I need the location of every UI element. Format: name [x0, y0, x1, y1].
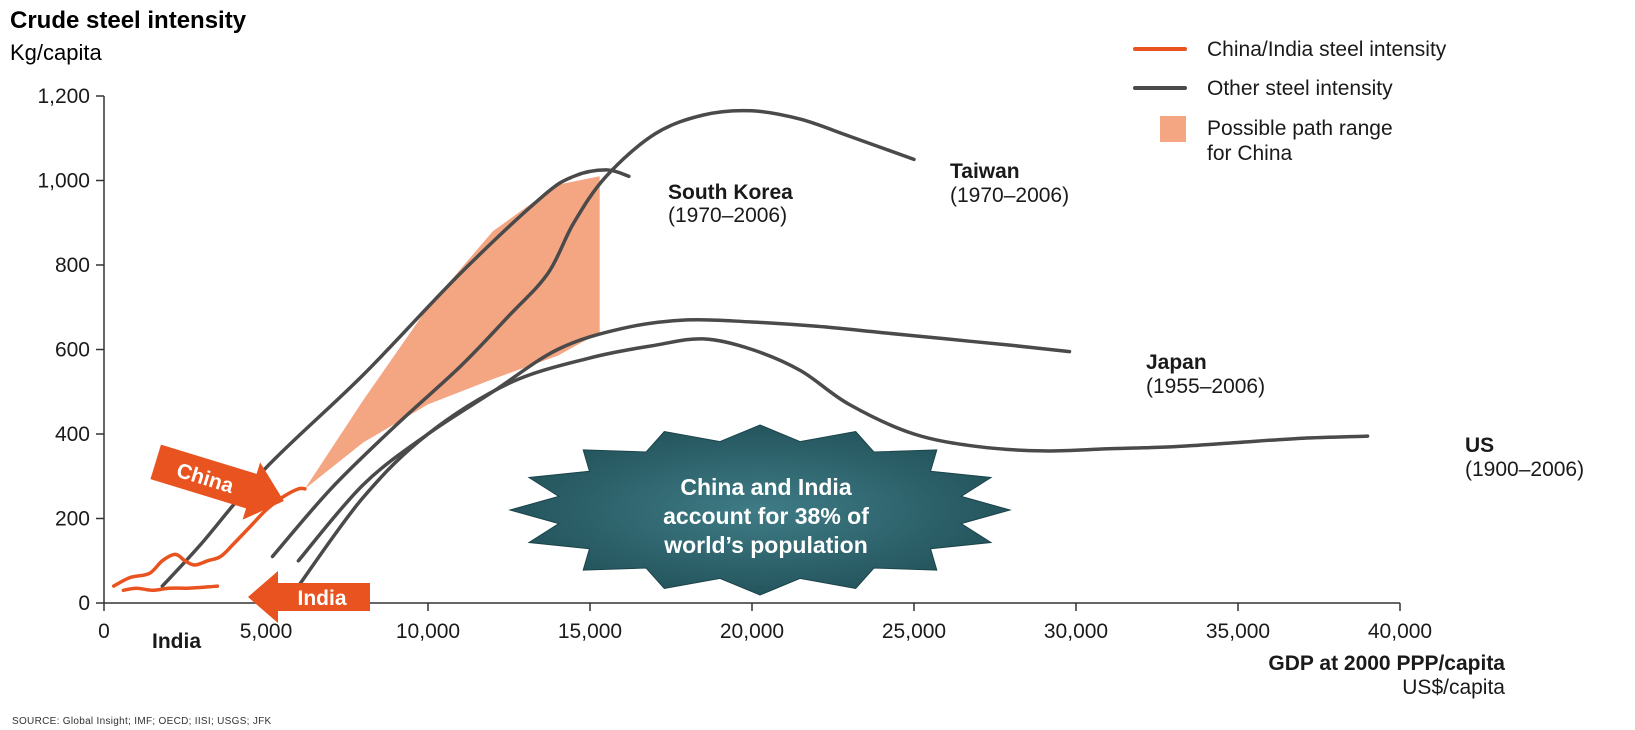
population-callout: China and India account for 38% of world…: [508, 424, 1012, 596]
range-area-china: [304, 176, 600, 489]
callout-line-3: world’s population: [663, 532, 868, 558]
annotation-south-korea: South Korea: [668, 181, 793, 204]
callout-line-1: China and India: [680, 474, 851, 500]
y-tick-label: 600: [55, 339, 90, 362]
legend-label-other: Other steel intensity: [1207, 77, 1393, 100]
y-tick-label: 200: [55, 508, 90, 531]
x-tick-label: 30,000: [1044, 620, 1108, 643]
india-arrow: India: [248, 571, 370, 623]
x-tick-label: 15,000: [558, 620, 622, 643]
tick-layer: 0 200 400 600 800 1,000 1,200 0 5,000 10,000 15,00…: [37, 85, 1432, 643]
legend: China/India steel intensity Other steel …: [1133, 38, 1447, 165]
y-tick-label: 800: [55, 254, 90, 277]
callout-line-2: account for 38% of: [663, 503, 869, 529]
series-line-taiwan: [270, 108, 916, 559]
legend-swatch-range: [1160, 116, 1186, 142]
series-line-us: [296, 337, 1370, 588]
x-tick-label: 35,000: [1206, 620, 1270, 643]
x-tick-label: 5,000: [240, 620, 293, 643]
annotation-taiwan-period: (1970–2006): [950, 184, 1069, 207]
annotation-us: US: [1465, 434, 1494, 457]
annotation-japan-period: (1955–2006): [1146, 375, 1265, 398]
x-tick-label: 40,000: [1368, 620, 1432, 643]
series-line-india: [121, 584, 220, 593]
series-layer: [111, 108, 1370, 593]
y-tick-label: 400: [55, 423, 90, 446]
india-arrow-label: India: [297, 587, 346, 610]
y-axis-label: Kg/capita: [10, 40, 102, 65]
range-area-layer: [304, 176, 600, 489]
y-tick-label: 1,200: [37, 85, 90, 108]
legend-label-china-india: China/India steel intensity: [1207, 38, 1447, 61]
chart-title: Crude steel intensity: [10, 7, 247, 34]
series-line-south-korea: [160, 168, 631, 588]
legend-label-range-1: Possible path range: [1207, 117, 1393, 140]
annotation-japan: Japan: [1146, 351, 1207, 374]
y-tick-label: 0: [78, 592, 90, 615]
source-note: SOURCE: Global Insight; IMF; OECD; IISI;…: [12, 716, 272, 727]
x-axis-unit: US$/capita: [1402, 676, 1505, 699]
y-tick-label: 1,000: [37, 170, 90, 193]
x-tick-label: 25,000: [882, 620, 946, 643]
annotation-taiwan: Taiwan: [950, 160, 1020, 183]
x-tick-label: 10,000: [396, 620, 460, 643]
annotation-us-period: (1900–2006): [1465, 458, 1584, 481]
china-arrow: China: [150, 444, 284, 520]
annotation-south-korea-period: (1970–2006): [668, 204, 787, 227]
x-axis-label: GDP at 2000 PPP/capita: [1268, 652, 1505, 675]
legend-label-range-2: for China: [1207, 142, 1293, 165]
x-tick-label: 0: [98, 620, 110, 643]
x-tick-label: 20,000: [720, 620, 784, 643]
annotation-india-start: India: [152, 630, 201, 653]
callout-starburst: [508, 424, 1012, 596]
